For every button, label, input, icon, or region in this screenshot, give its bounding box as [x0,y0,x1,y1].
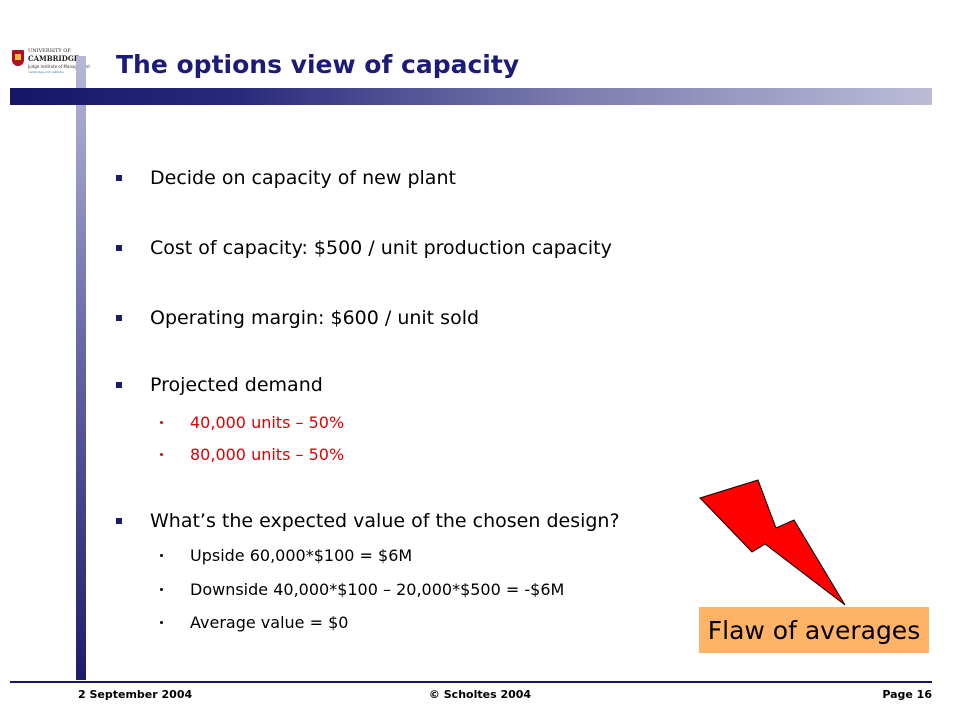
university-logo: UNIVERSITY OF CAMBRIDGE Judge Institute … [12,48,90,78]
sub-bullet-text: 80,000 units – 50% [190,445,345,464]
crest-icon [12,50,24,66]
title-underline-bar [10,88,932,105]
vertical-accent-bar [76,56,86,680]
square-bullet-icon [116,175,122,181]
square-bullet-icon [116,382,122,388]
dot-bullet-icon [160,621,163,624]
sub-bullet-text: Upside 60,000*$100 = $6M [190,546,413,565]
bullet-text: Decide on capacity of new plant [150,167,456,189]
logo-line-2: CAMBRIDGE [28,54,80,63]
logo-line-4: cambridge-mit institute [28,70,64,74]
square-bullet-icon [116,245,122,251]
bullet-text: Projected demand [150,374,323,396]
square-bullet-icon [116,518,122,524]
bullet-text: Cost of capacity: $500 / unit production… [150,237,612,259]
footer-divider [10,681,932,683]
bullet-text: What’s the expected value of the chosen … [150,510,620,532]
callout-label: Flaw of averages [707,615,921,645]
sub-bullet-text: 40,000 units – 50% [190,413,345,432]
logo-line-1: UNIVERSITY OF [28,48,71,54]
bullet-text: Operating margin: $600 / unit sold [150,307,480,329]
square-bullet-icon [116,315,122,321]
dot-bullet-icon [160,421,163,424]
footer-page-number: Page 16 [882,688,932,701]
dot-bullet-icon [160,453,163,456]
flaw-of-averages-callout: Flaw of averages [699,607,929,653]
dot-bullet-icon [160,588,163,591]
dot-bullet-icon [160,554,163,557]
slide-title: The options view of capacity [116,50,520,79]
footer-date: 2 September 2004 [78,688,193,701]
logo-line-3: Judge Institute of Management [28,64,90,69]
lightning-bolt-icon [699,479,846,606]
sub-bullet-text: Average value = $0 [190,613,349,632]
footer-copyright: © Scholtes 2004 [428,688,532,701]
sub-bullet-text: Downside 40,000*$100 – 20,000*$500 = -$6… [190,580,565,599]
